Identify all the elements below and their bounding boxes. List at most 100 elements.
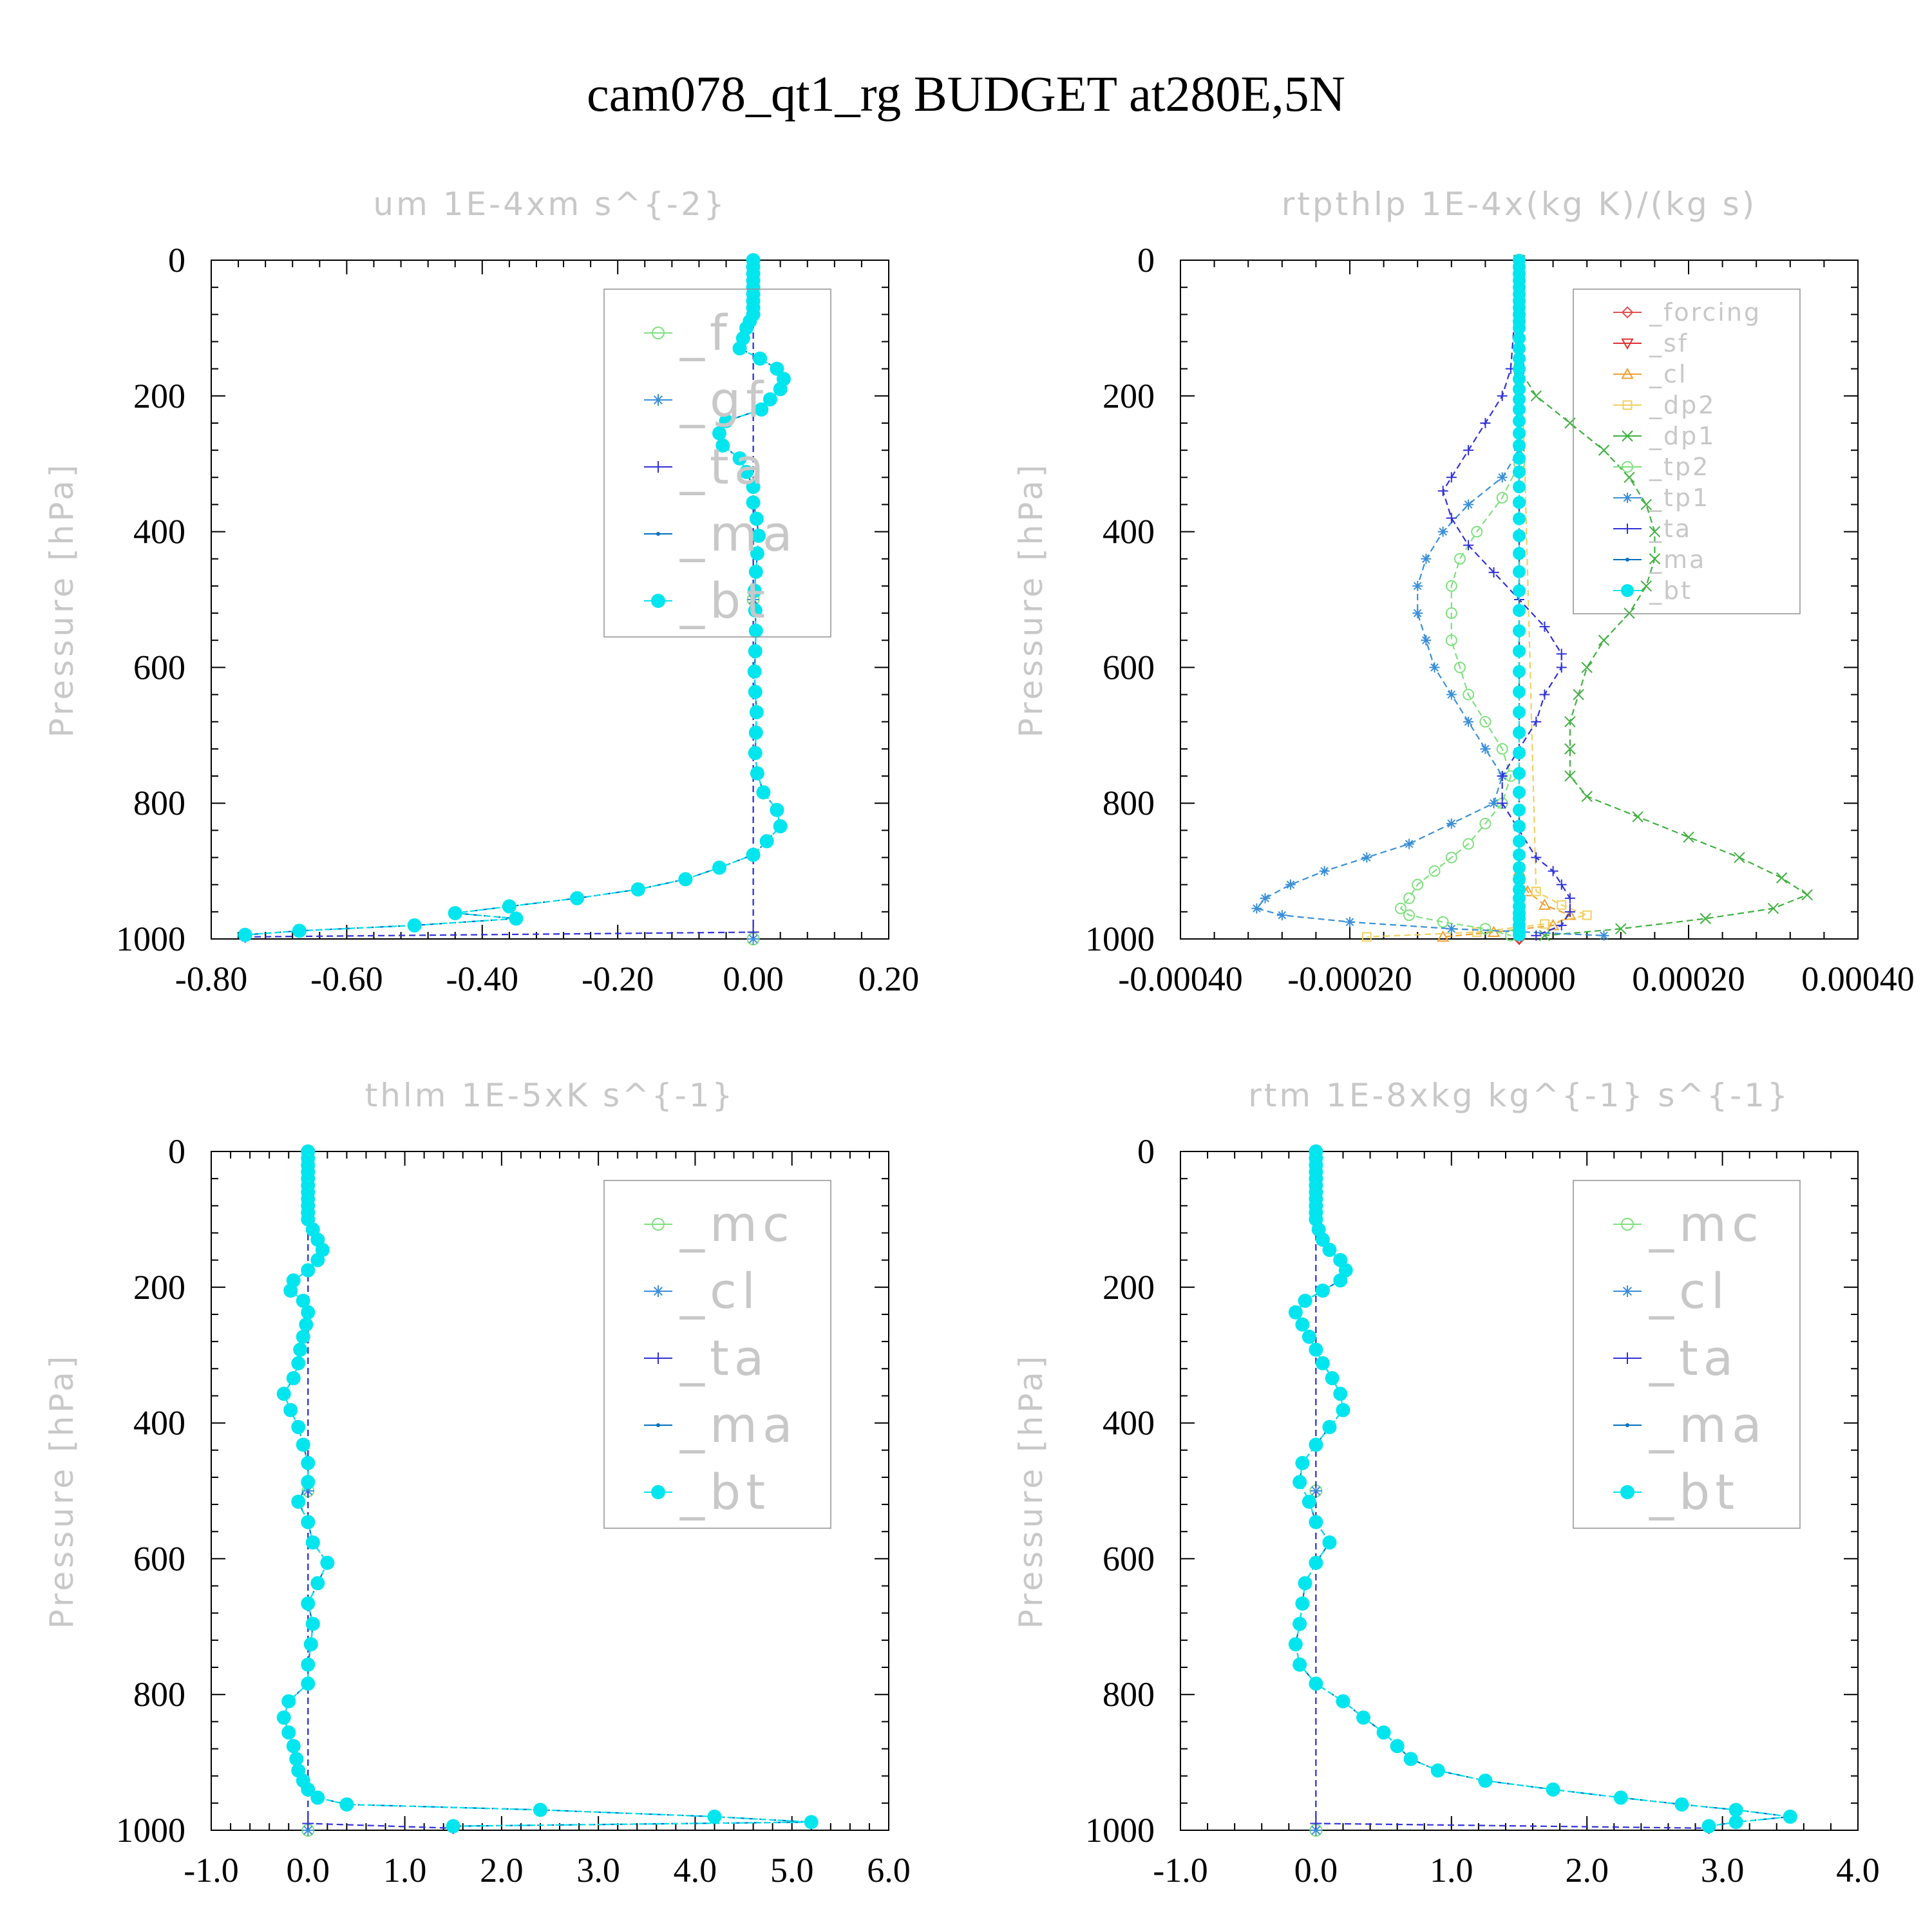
data-point [1480,417,1491,428]
data-point [1513,766,1526,780]
legend-marker [1621,338,1634,350]
data-point [320,1555,335,1570]
legend-label: _tp1 [1649,484,1710,512]
axis-ticks [1180,1151,1859,1831]
data-point [1513,873,1526,886]
data-point [302,1485,314,1497]
data-point [1546,1782,1560,1797]
data-point [1445,607,1457,620]
data-point [1446,513,1457,524]
legend-marker [1621,367,1634,379]
legend-label: _cl [679,1262,761,1320]
data-point [1430,1763,1445,1778]
data-point [1783,1809,1797,1824]
data-point [1557,900,1567,910]
panel-title: um 1E-4xm s^{-2} [373,185,726,223]
data-point [1513,665,1526,678]
data-point [1437,486,1448,497]
data-point [746,495,761,510]
data-point [1513,624,1526,638]
data-point [296,1437,310,1452]
data-point [1260,893,1271,904]
data-point [1556,649,1567,659]
data-point [291,1494,306,1509]
y-tick-label: 200 [1103,377,1155,415]
data-point [1310,1824,1322,1836]
x-tick-label: 0.00020 [1632,960,1745,998]
data-point [448,905,462,920]
data-point [446,1819,460,1833]
y-tick-label: 800 [1103,784,1155,822]
data-point [1649,526,1661,538]
data-point [1315,1233,1330,1247]
series-line [1442,260,1571,936]
data-point [291,1356,306,1370]
data-point [301,1657,316,1672]
data-point [1403,1752,1418,1766]
data-point [773,382,788,397]
data-point [1309,1342,1323,1357]
data-point [762,392,777,407]
data-point [739,464,754,479]
data-point [1548,866,1558,876]
data-point [1463,499,1474,510]
y-tick-label: 200 [133,377,185,415]
data-point [1376,1725,1391,1740]
legend-label: _dp2 [1649,391,1716,419]
data-point [1251,903,1262,914]
data-point [748,746,762,761]
data-point [407,918,422,933]
legend-label: _ma [679,505,798,562]
data-point [302,1817,314,1830]
legend-marker [1622,1352,1633,1364]
x-tick-label: 1.0 [383,1851,427,1889]
data-point [1309,1437,1323,1452]
series-line [1399,260,1520,936]
data-point [281,1725,296,1740]
data-point [712,426,726,440]
data-point [773,819,788,834]
data-point [747,926,759,938]
data-point [1801,889,1813,901]
data-point [1513,480,1526,494]
data-point [1513,928,1526,942]
data-point [770,361,784,376]
x-tick-label: 2.0 [1565,1851,1609,1889]
data-point [1513,746,1526,760]
data-point [1446,818,1457,829]
data-point [1624,607,1635,619]
data-point [719,413,734,428]
data-point [1298,1576,1312,1591]
data-point [630,882,645,897]
data-point [1556,879,1567,890]
data-point [1309,1555,1323,1570]
data-point [1513,861,1526,875]
data-point [1539,689,1550,700]
data-point [305,1535,320,1550]
data-point [749,705,764,719]
data-point [1513,547,1526,560]
data-point [753,351,768,366]
data-point [1573,688,1584,701]
data-point [1412,608,1423,619]
data-point [1497,472,1508,483]
y-tick-label: 0 [168,241,185,279]
legend-label: _bt [1649,576,1692,605]
data-point [1496,491,1508,504]
data-point [1513,321,1526,335]
data-point [746,848,761,862]
x-tick-label: -0.00020 [1287,960,1412,998]
data-point [1403,892,1416,904]
legend-label: _tp2 [1649,453,1710,481]
legend-label: _ta [1649,1329,1738,1387]
data-point [1513,803,1526,817]
series-line [245,260,754,938]
x-tick-label: -0.00040 [1118,960,1242,998]
series-line [307,1151,453,1829]
x-tick-label: -0.20 [582,960,654,998]
data-point [1437,916,1449,928]
plot-frame [211,1151,889,1831]
legend-label: _ta [679,1329,769,1387]
axis-ticks [1180,260,1859,940]
